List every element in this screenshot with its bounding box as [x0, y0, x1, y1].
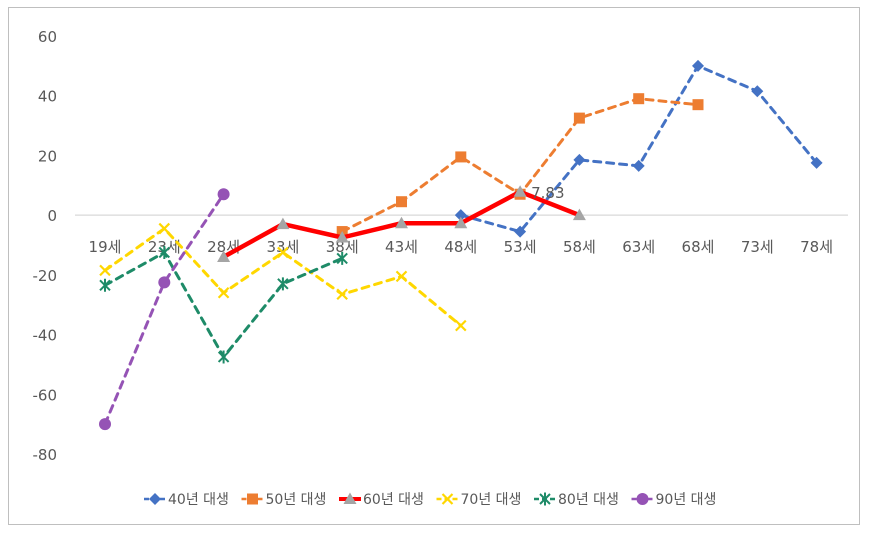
data-point: [217, 286, 230, 299]
data-point: [99, 278, 111, 292]
data-point: [692, 59, 704, 72]
x-tick-label: 19세: [89, 238, 122, 256]
legend-swatch-marker: [441, 493, 454, 505]
data-point: [810, 156, 823, 169]
legend-swatch-marker: [539, 492, 551, 506]
legend-label: 40년 대생: [168, 492, 229, 508]
chart-frame: [8, 7, 860, 525]
legend-swatch-marker: [149, 493, 161, 505]
data-point: [573, 112, 585, 124]
legend-item: 70년 대생: [436, 492, 522, 508]
data-point: [217, 250, 231, 262]
y-tick-label: 60: [38, 28, 57, 46]
data-point: [395, 270, 408, 283]
data-point: [513, 185, 527, 197]
data-point: [158, 276, 171, 289]
data-point: [335, 231, 349, 243]
data-point: [336, 288, 348, 301]
legend-swatch-marker: [636, 493, 649, 505]
legend: 40년 대생 50년 대생 60년 대생 70년 대생 80년 대생 90년 대생: [144, 492, 716, 508]
data-point: [692, 99, 704, 111]
legend-item: 40년 대생: [144, 492, 229, 508]
data-point: [632, 159, 645, 172]
data-point: [514, 225, 527, 238]
x-tick-label: 43세: [385, 238, 418, 256]
series-6: [99, 188, 230, 431]
series-group: [99, 59, 823, 431]
data-point: [572, 208, 586, 221]
data-point: [454, 216, 468, 229]
x-tick-label: 58세: [563, 238, 596, 256]
x-tick-label: 73세: [741, 238, 774, 256]
legend-item: 60년 대생: [339, 492, 424, 508]
legend-swatch-marker: [247, 493, 258, 505]
legend-label: 50년 대생: [266, 492, 327, 508]
series-4: [99, 222, 467, 332]
data-point: [455, 151, 467, 163]
data-point: [277, 246, 289, 259]
data-point: [454, 209, 467, 222]
data-point: [573, 153, 586, 166]
legend-label: 70년 대생: [461, 492, 522, 508]
y-tick-label: -40: [33, 327, 58, 345]
series-5: [99, 245, 348, 364]
y-tick-label: 40: [38, 88, 57, 106]
y-tick-label: -60: [33, 386, 58, 404]
data-point: [455, 319, 467, 332]
data-point: [336, 251, 348, 265]
data-point: [158, 222, 171, 235]
data-point: [396, 196, 407, 208]
legend-label: 60년 대생: [363, 492, 424, 508]
data-label: 7.83: [531, 184, 564, 202]
legend-label: 90년 대생: [656, 492, 717, 508]
data-point: [217, 188, 230, 201]
y-tick-label: 0: [47, 207, 57, 225]
data-point: [751, 85, 764, 98]
series-3: [217, 185, 586, 262]
x-tick-label: 68세: [682, 238, 715, 256]
y-tick-label: -80: [33, 446, 58, 464]
x-tick-label: 48세: [444, 238, 477, 256]
x-axis: 19세 23세 28세 33세 38세 43세 48세 53세 58세 63세 68세 73세 78세: [75, 214, 848, 256]
data-point: [217, 350, 230, 364]
data-point: [99, 264, 111, 277]
legend-item: 50년 대생: [241, 492, 327, 508]
data-point: [633, 93, 645, 105]
series-1: [454, 59, 823, 238]
x-tick-label: 53세: [504, 238, 537, 256]
data-point: [277, 277, 289, 291]
legend-label: 80년 대생: [558, 492, 619, 508]
series-line: [103, 192, 226, 426]
x-tick-label: 38세: [326, 238, 359, 256]
y-tick-label: -20: [33, 267, 58, 285]
legend-item: 90년 대생: [631, 492, 717, 508]
series-line: [459, 64, 819, 234]
data-point: [99, 418, 111, 431]
x-tick-label: 63세: [622, 238, 655, 256]
data-point: [158, 245, 171, 259]
legend-item: 80년 대생: [534, 492, 619, 508]
legend-swatch-marker: [343, 492, 357, 504]
series-line: [340, 97, 700, 234]
x-tick-label: 33세: [266, 238, 299, 256]
y-tick-label: 20: [38, 147, 57, 165]
data-point: [276, 217, 290, 230]
annotations: 7.83: [531, 184, 564, 202]
data-point: [395, 216, 408, 229]
x-tick-label: 78세: [800, 238, 833, 256]
y-axis: 60 40 20 0 -20 -40 -60 -80: [33, 28, 58, 464]
